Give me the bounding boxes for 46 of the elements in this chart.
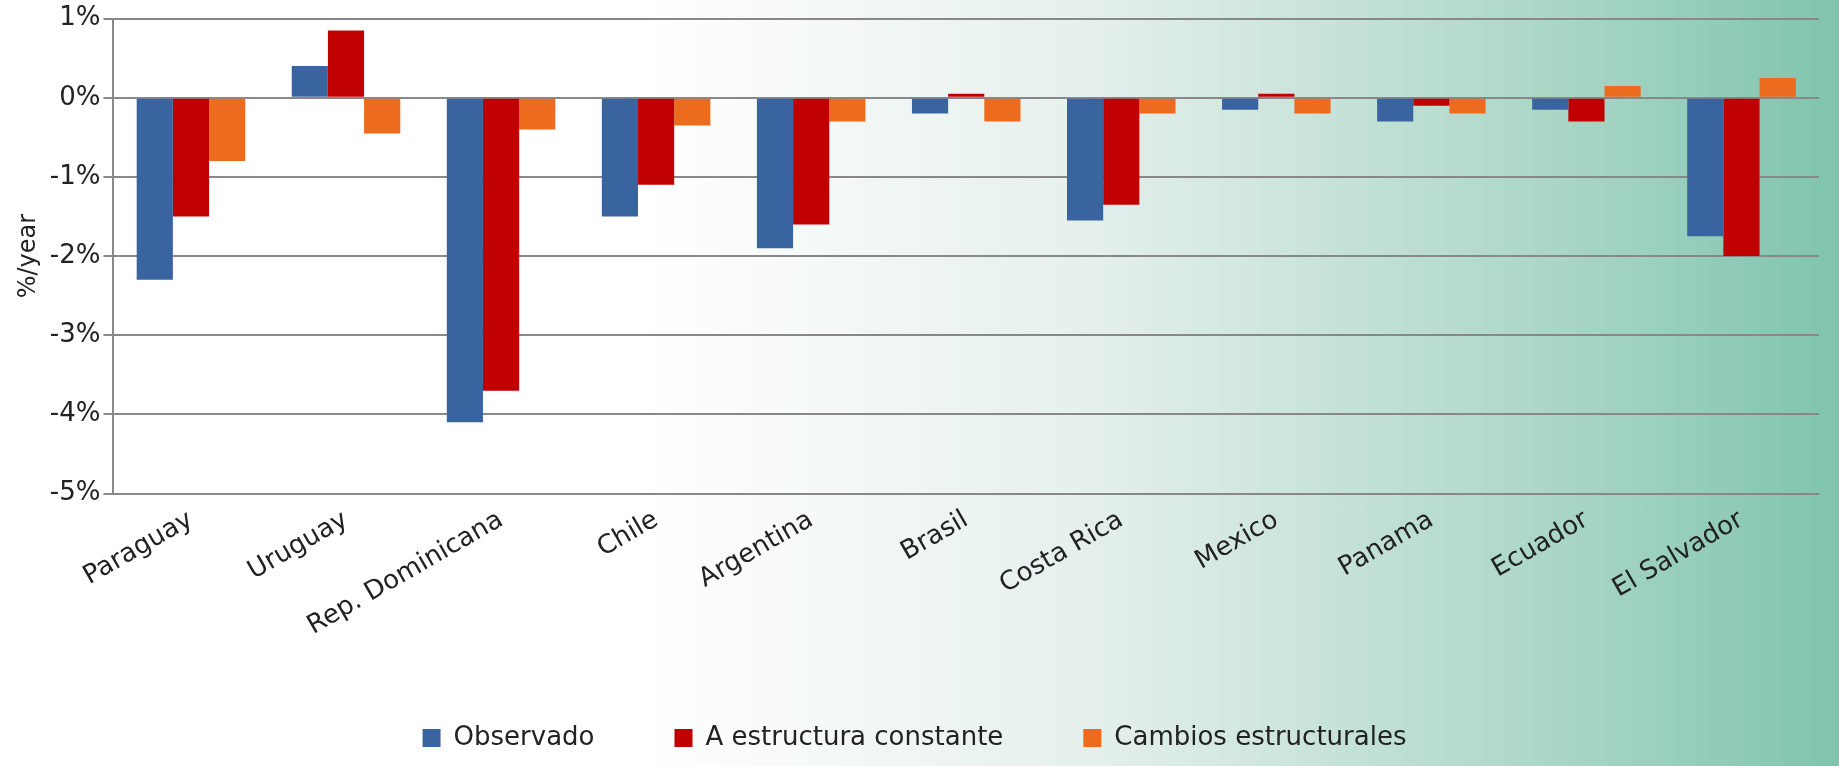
- bar: [136, 98, 173, 280]
- bar: [829, 98, 866, 122]
- bar: [911, 98, 949, 114]
- x-tick-label: Chile: [591, 503, 663, 562]
- bar: [601, 98, 639, 217]
- bar: [756, 98, 794, 249]
- bar: [1413, 98, 1450, 106]
- bar: [1759, 77, 1796, 97]
- y-tick-label: 1%: [59, 1, 101, 32]
- bar: [172, 98, 210, 217]
- legend-label: Observado: [453, 720, 595, 751]
- bar: [984, 98, 1021, 122]
- bar: [446, 98, 483, 423]
- y-tick-label: -1%: [49, 159, 101, 190]
- bar: [1723, 98, 1760, 257]
- x-tick-label: Costa Rica: [993, 503, 1128, 598]
- bar: [1449, 98, 1486, 114]
- bar: [291, 66, 328, 97]
- bar: [793, 98, 830, 225]
- bar: [1139, 98, 1176, 114]
- legend-label: Cambios estructurales: [1114, 720, 1407, 751]
- bar: [674, 98, 711, 126]
- bar: [1294, 98, 1331, 114]
- legend-label: A estructura constante: [705, 720, 1004, 751]
- bar: [1222, 98, 1259, 110]
- bar: [638, 98, 675, 185]
- bar: [482, 98, 520, 391]
- bar: [519, 98, 556, 130]
- bar: [1103, 98, 1140, 205]
- bar: [1532, 98, 1569, 110]
- bar: [1568, 98, 1605, 122]
- bar: [1687, 98, 1724, 237]
- bar: [1067, 98, 1104, 221]
- bar: [327, 30, 365, 97]
- y-tick-label: -5%: [49, 476, 101, 507]
- y-axis-title: %/year: [12, 213, 41, 299]
- bar: [1258, 93, 1295, 97]
- y-tick-label: -3%: [49, 318, 101, 349]
- y-tick-label: -4%: [49, 397, 101, 428]
- y-tick-label: -2%: [49, 238, 101, 269]
- bar: [948, 93, 985, 97]
- bar: [1377, 98, 1414, 122]
- bar: [1604, 85, 1641, 97]
- bar: [364, 98, 401, 134]
- bar: [209, 98, 246, 162]
- y-tick-label: 0%: [59, 80, 101, 111]
